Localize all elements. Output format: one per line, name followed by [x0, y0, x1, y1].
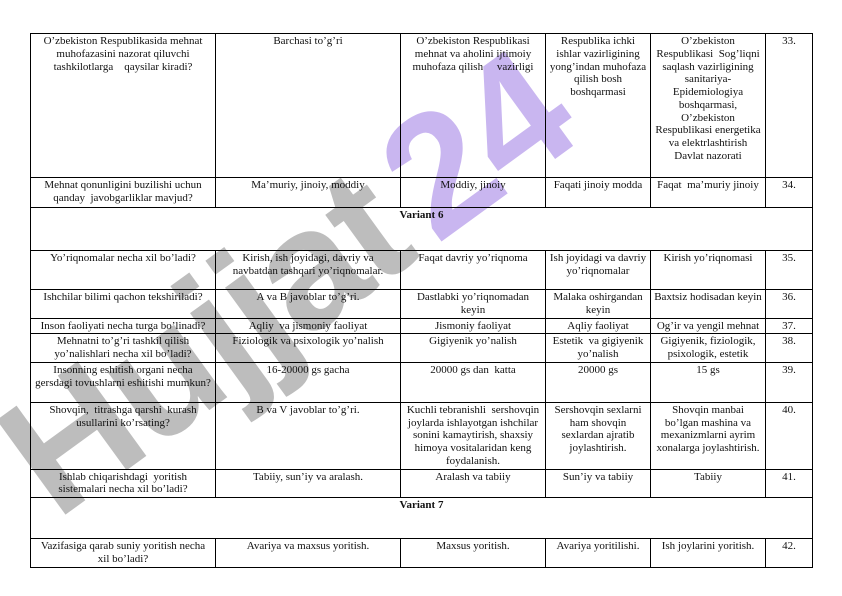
row-number: 36.	[765, 289, 813, 319]
answer-c-cell: Sershovqin sexlarni ham shovqin sexlarda…	[545, 401, 651, 470]
row-number: 33.	[765, 33, 813, 178]
answer-d-cell: Shovqin manbai bo’lgan mashina va mexani…	[650, 401, 766, 470]
answer-a-cell: 16-20000 gs gacha	[215, 361, 401, 403]
answer-d-cell: Kirish yo’riqnomasi	[650, 250, 766, 290]
row-number: 41.	[765, 468, 813, 498]
table-row-40: Shovqin, titrashga qarshi kurash usullar…	[30, 401, 813, 470]
answer-b-cell: 20000 gs dan katta	[400, 361, 546, 403]
row-number: 42.	[765, 538, 813, 568]
answer-b-cell: Kuchli tebranishli sershovqin joylarda i…	[400, 401, 546, 470]
answer-a-cell: Aqliy va jismoniy faoliyat	[215, 317, 401, 335]
question-cell: Ishchilar bilimi qachon tekshiriladi?	[30, 289, 216, 319]
variant-7-header: Variant 7	[30, 497, 813, 539]
question-cell: O’zbekiston Respublikasida mehnat muhofa…	[30, 33, 216, 178]
row-number: 37.	[765, 317, 813, 335]
answer-c-cell: Malaka oshirgandan keyin	[545, 289, 651, 319]
row-number: 35.	[765, 250, 813, 290]
answer-b-cell: Aralash va tabiiy	[400, 468, 546, 498]
table-row-36: Ishchilar bilimi qachon tekshiriladi? A …	[30, 289, 813, 319]
answer-b-cell: Moddiy, jinoiy	[400, 177, 546, 208]
question-cell: Mehnatni to’g’ri tashkil qilish yo’nalis…	[30, 333, 216, 363]
table-row-35: Yo’riqnomalar necha xil bo’ladi? Kirish,…	[30, 250, 813, 290]
answer-c-cell: Sun’iy va tabiiy	[545, 468, 651, 498]
answer-b-cell: Faqat davriy yo’riqnoma	[400, 250, 546, 290]
answer-c-cell: Avariya yoritilishi.	[545, 538, 651, 568]
answer-b-cell: Maxsus yoritish.	[400, 538, 546, 568]
answer-a-cell: Fiziologik va psixologik yo’nalish	[215, 333, 401, 363]
answer-b-cell: Jismoniy faoliyat	[400, 317, 546, 335]
table-row-38: Mehnatni to’g’ri tashkil qilish yo’nalis…	[30, 333, 813, 363]
question-cell: Inson faoliyati necha turga bo’linadi?	[30, 317, 216, 335]
variant-6-header: Variant 6	[30, 207, 813, 251]
answer-a-cell: A va B javoblar to’g’ri.	[215, 289, 401, 319]
variant-7-header-row: Variant 7	[30, 497, 813, 539]
row-number: 34.	[765, 177, 813, 208]
answer-d-cell: Tabiiy	[650, 468, 766, 498]
question-cell: Yo’riqnomalar necha xil bo’ladi?	[30, 250, 216, 290]
question-cell: Ishlab chiqarishdagi yoritish sistemalar…	[30, 468, 216, 498]
answer-d-cell: Faqat ma’muriy jinoiy	[650, 177, 766, 208]
answer-a-cell: B va V javoblar to’g’ri.	[215, 401, 401, 470]
question-cell: Insonning eshitish organi necha gersdagi…	[30, 361, 216, 403]
answer-c-cell: Estetik va gigiyenik yo’nalish	[545, 333, 651, 363]
question-cell: Mehnat qonunligini buzilishi uchun qanda…	[30, 177, 216, 208]
answer-a-cell: Barchasi to’g’ri	[215, 33, 401, 178]
row-number: 39.	[765, 361, 813, 403]
answer-c-cell: Respublika ichki ishlar vazirligining yo…	[545, 33, 651, 178]
answer-d-cell: Gigiyenik, fiziologik, psixologik, estet…	[650, 333, 766, 363]
answer-a-cell: Avariya va maxsus yoritish.	[215, 538, 401, 568]
table-row-39: Insonning eshitish organi necha gersdagi…	[30, 361, 813, 403]
answer-a-cell: Ma’muriy, jinoiy, moddiy	[215, 177, 401, 208]
answer-c-cell: Faqati jinoiy modda	[545, 177, 651, 208]
answer-c-cell: 20000 gs	[545, 361, 651, 403]
table-row-33: O’zbekiston Respublikasida mehnat muhofa…	[30, 33, 813, 178]
answer-a-cell: Kirish, ish joyidagi, davriy va navbatda…	[215, 250, 401, 290]
row-number: 40.	[765, 401, 813, 470]
table-row-34: Mehnat qonunligini buzilishi uchun qanda…	[30, 177, 813, 208]
answer-b-cell: Gigiyenik yo’nalish	[400, 333, 546, 363]
table-row-37: Inson faoliyati necha turga bo’linadi? A…	[30, 317, 813, 335]
answer-d-cell: Baxtsiz hodisadan keyin	[650, 289, 766, 319]
question-cell: Vazifasiga qarab suniy yoritish necha xi…	[30, 538, 216, 568]
variant-6-header-row: Variant 6	[30, 207, 813, 251]
answer-d-cell: Ish joylarini yoritish.	[650, 538, 766, 568]
question-cell: Shovqin, titrashga qarshi kurash usullar…	[30, 401, 216, 470]
answer-a-cell: Tabiiy, sun’iy va aralash.	[215, 468, 401, 498]
answer-b-cell: Dastlabki yo’riqnomadan keyin	[400, 289, 546, 319]
answer-c-cell: Aqliy faoliyat	[545, 317, 651, 335]
table-row-41: Ishlab chiqarishdagi yoritish sistemalar…	[30, 468, 813, 498]
answer-c-cell: Ish joyidagi va davriy yo’riqnomalar	[545, 250, 651, 290]
quiz-table: O’zbekiston Respublikasida mehnat muhofa…	[30, 33, 813, 568]
row-number: 38.	[765, 333, 813, 363]
table-row-42: Vazifasiga qarab suniy yoritish necha xi…	[30, 538, 813, 568]
answer-d-cell: 15 gs	[650, 361, 766, 403]
answer-b-cell: O’zbekiston Respublikasi mehnat va aholi…	[400, 33, 546, 178]
answer-d-cell: O’zbekiston Respublikasi Sog’liqni saqla…	[650, 33, 766, 178]
answer-d-cell: Og’ir va yengil mehnat	[650, 317, 766, 335]
